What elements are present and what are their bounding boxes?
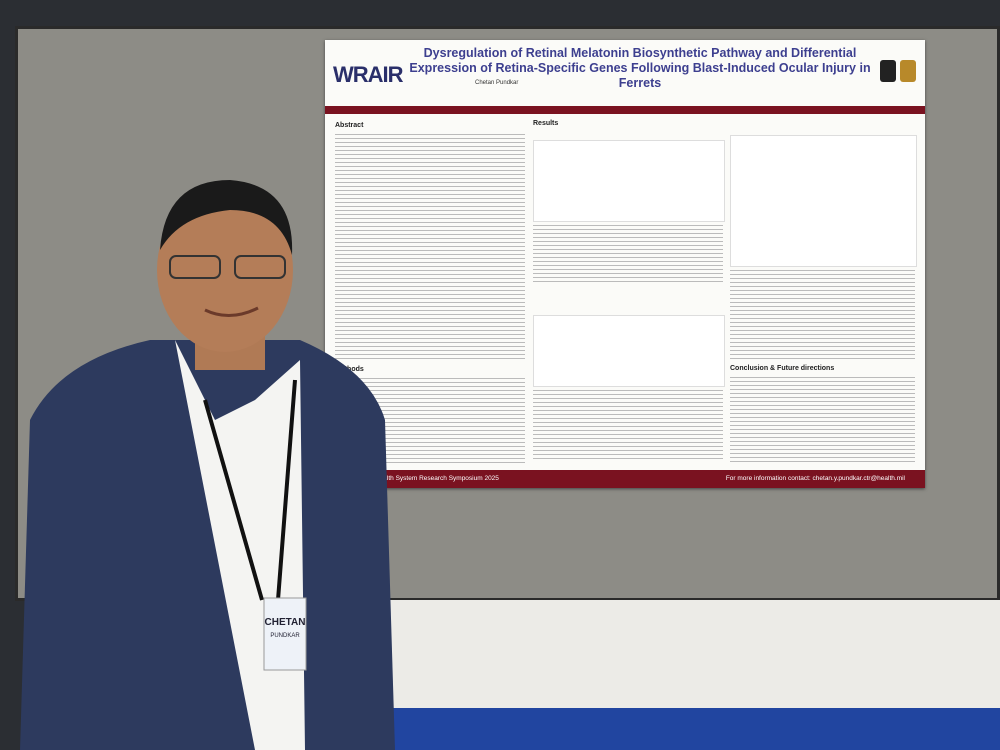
- lanyard: [203, 379, 297, 601]
- text-block: [533, 390, 723, 460]
- table: [355, 600, 1000, 720]
- section-heading: Results: [533, 120, 559, 127]
- face: [157, 188, 293, 352]
- text-block: [533, 225, 723, 285]
- badge: [263, 597, 307, 671]
- badge-surname: PUNDKAR: [270, 633, 300, 639]
- figure: [533, 315, 725, 387]
- figure: [730, 135, 917, 267]
- text-block: [335, 134, 525, 360]
- text-block: [730, 377, 915, 462]
- footer-left: Health System Research Symposium 2025: [375, 475, 499, 482]
- glasses: [234, 255, 286, 279]
- badge-name: CHETAN: [265, 617, 306, 628]
- authors: Chetan Pundkar: [475, 80, 519, 86]
- smile: [204, 306, 259, 317]
- text-block: [730, 270, 915, 360]
- glasses: [169, 255, 221, 279]
- hair: [160, 180, 293, 255]
- table-skirt: [355, 708, 1000, 750]
- seal: [900, 60, 916, 82]
- poster-title: Dysregulation of Retinal Melatonin Biosy…: [409, 46, 871, 90]
- footer-bar: Health System Research Symposium 2025 Fo…: [325, 470, 925, 488]
- footer-right: For more information contact: chetan.y.p…: [725, 475, 905, 482]
- seal: [880, 60, 896, 82]
- logo: WRAIR: [333, 62, 404, 87]
- section-heading: Abstract: [335, 122, 364, 129]
- section-heading: Conclusion & Future directions: [730, 365, 835, 372]
- figure: [533, 140, 725, 222]
- header-bar: [325, 106, 925, 114]
